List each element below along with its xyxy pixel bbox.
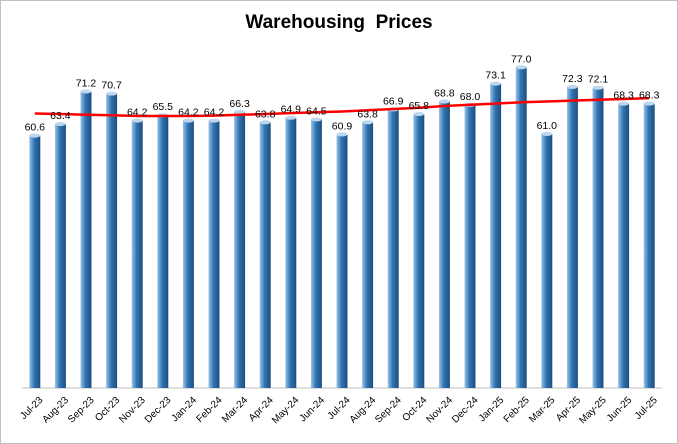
bar-dec-24 (464, 104, 476, 389)
value-label: 63.8 (255, 108, 276, 120)
bar-may-24 (285, 117, 297, 388)
value-label: 72.1 (588, 74, 609, 86)
value-label: 63.4 (50, 110, 71, 122)
bar-cap-apr-24 (259, 120, 271, 125)
bar-cap-feb-25 (515, 65, 527, 70)
value-label: 64.9 (281, 104, 302, 116)
value-label: 68.3 (639, 90, 660, 102)
bar-cap-oct-23 (106, 91, 118, 96)
x-tick-label: Jan-25 (477, 395, 507, 425)
value-label: 61.0 (537, 120, 558, 132)
bar-cap-sep-23 (80, 89, 92, 94)
bar-cap-aug-23 (54, 122, 66, 126)
bar-cap-oct-24 (413, 112, 425, 116)
bar-cap-may-25 (592, 85, 604, 90)
bar-mar-24 (234, 111, 246, 389)
bar-cap-jun-25 (618, 101, 630, 106)
bar-cap-jul-23 (29, 133, 41, 138)
chart-title: Warehousing Prices (245, 12, 433, 33)
bar-apr-25 (566, 86, 578, 389)
value-label: 73.1 (485, 70, 506, 82)
bar-jun-25 (618, 103, 630, 388)
x-tick-label: Nov-23 (117, 395, 148, 426)
bar-jan-24 (182, 120, 194, 388)
bar-cap-apr-25 (566, 84, 578, 89)
bar-cap-jan-24 (182, 118, 194, 123)
bar-aug-24 (362, 122, 374, 389)
x-tick-label: Jun-25 (605, 395, 635, 425)
bar-aug-23 (54, 124, 66, 388)
bar-cap-jun-24 (310, 117, 322, 122)
bar-sep-24 (387, 109, 399, 389)
value-label: 65.8 (409, 100, 430, 112)
bar-nov-23 (131, 120, 143, 388)
trendline (34, 96, 650, 118)
value-label: 68.8 (434, 88, 455, 100)
x-tick-labels-group: Jul-23Aug-23Sep-23Oct-23Nov-23Dec-23Jan-… (18, 395, 660, 427)
bar-jul-24 (336, 134, 348, 388)
bar-cap-may-24 (285, 115, 297, 120)
bar-dec-23 (157, 115, 169, 388)
bar-may-25 (592, 87, 604, 388)
bar-cap-aug-24 (362, 120, 374, 125)
value-labels-group: 60.6 63.4 71.2 70.7 64.2 65.5 64.2 64.2 66.3 63.8… (25, 53, 660, 133)
bar-sep-23 (80, 91, 92, 388)
bar-jul-23 (29, 135, 41, 388)
x-tick-label: Aug-24 (348, 395, 379, 426)
bar-cap-jul-24 (336, 132, 348, 137)
x-tick-label: Jun-24 (298, 395, 328, 425)
bar-feb-24 (208, 120, 220, 388)
value-label: 66.9 (383, 95, 404, 107)
value-label: 68.0 (460, 91, 481, 103)
x-tick-label: Jul-25 (633, 395, 660, 422)
bar-cap-mar-25 (541, 132, 553, 136)
value-label: 72.3 (562, 73, 583, 85)
value-label: 65.5 (153, 101, 174, 113)
bar-oct-23 (106, 93, 118, 388)
x-tick-label: Nov-24 (424, 395, 455, 426)
bar-cap-feb-24 (208, 118, 220, 123)
bar-cap-jul-25 (643, 101, 655, 106)
value-label: 64.2 (204, 107, 225, 119)
bar-mar-25 (541, 134, 553, 388)
value-label: 71.2 (76, 78, 97, 90)
x-tick-label: Aug-23 (40, 395, 71, 426)
value-label: 64.5 (306, 105, 327, 117)
value-label: 60.6 (25, 122, 46, 134)
value-label: 66.3 (229, 98, 250, 110)
bar-jun-24 (310, 119, 322, 389)
value-label: 63.8 (357, 108, 378, 120)
bar-jan-25 (490, 83, 502, 388)
value-label: 64.2 (127, 107, 148, 119)
x-tick-label: Dec-24 (450, 395, 481, 426)
bar-cap-jan-25 (490, 81, 502, 86)
x-tick-label: May-25 (577, 395, 609, 427)
x-tick-label: Sep-24 (373, 395, 404, 426)
value-label: 68.3 (613, 90, 634, 102)
bar-cap-nov-24 (438, 99, 450, 104)
bars-group (29, 65, 655, 389)
value-label: 77.0 (511, 53, 532, 65)
x-tick-label: Feb-24 (194, 395, 224, 425)
value-label: 64.2 (178, 107, 199, 119)
bar-oct-24 (413, 114, 425, 388)
x-tick-label: Sep-23 (66, 395, 97, 426)
x-tick-label: Jan-24 (170, 395, 200, 425)
x-tick-label: May-24 (270, 395, 302, 427)
bar-feb-25 (515, 67, 527, 389)
x-tick-label: Feb-25 (502, 395, 532, 425)
x-tick-label: Mar-24 (220, 395, 250, 425)
value-label: 60.9 (332, 120, 353, 132)
bar-apr-24 (259, 122, 271, 389)
value-label: 70.7 (101, 80, 122, 92)
bar-jul-25 (643, 103, 655, 388)
x-tick-label: Mar-25 (527, 395, 557, 425)
bar-nov-24 (438, 101, 450, 388)
bar-cap-nov-23 (131, 118, 143, 123)
x-tick-label: Dec-23 (143, 395, 174, 426)
bar-cap-mar-24 (234, 109, 246, 114)
